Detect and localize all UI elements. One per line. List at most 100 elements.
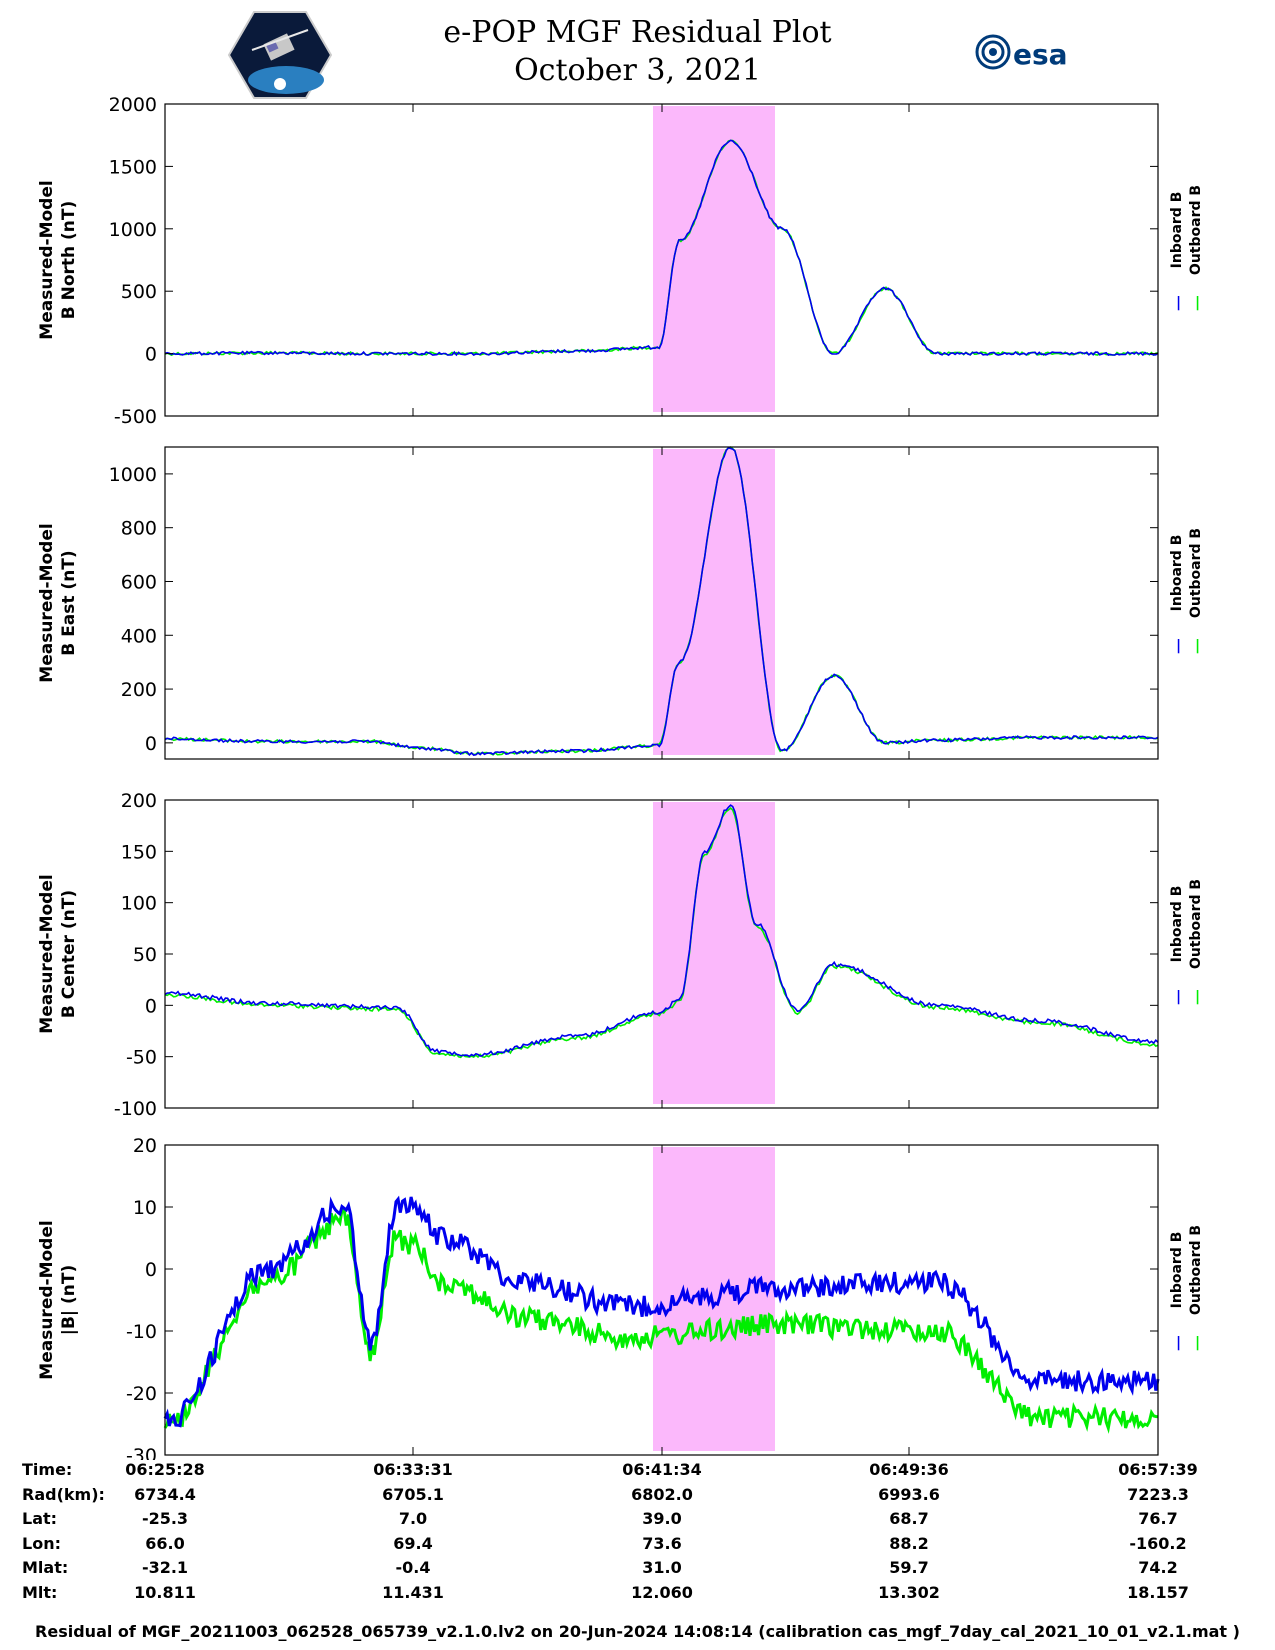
y-tick-label: 100 <box>121 893 157 915</box>
cassiope-mission-logo <box>228 11 332 99</box>
row-value: 06:33:31 <box>373 1460 453 1479</box>
y-axis-label-line1: Measured-Model <box>37 874 57 1033</box>
row-value: -160.2 <box>1129 1533 1187 1553</box>
legend-inboard-swatch: | <box>1176 989 1181 1005</box>
row-value: 7.0 <box>398 1509 428 1528</box>
y-axis-label-line1: Measured-Model <box>37 180 57 339</box>
y-tick-label: 1000 <box>109 464 157 486</box>
row-value: 88.2 <box>889 1533 929 1553</box>
row-value: 6802.0 <box>631 1484 693 1504</box>
y-tick-label: 1000 <box>109 219 157 241</box>
y-axis-label: Measured-Model B East (nT) <box>37 523 79 682</box>
table-row: Lat: -25.3 7.0 39.0 68.7 76.7 <box>0 1509 1275 1533</box>
row-value: 76.7 <box>1138 1509 1178 1528</box>
y-axis-label-line1: Measured-Model <box>37 523 57 682</box>
row-value: 74.2 <box>1138 1558 1178 1577</box>
legend-outboard-label: Outboard B <box>1188 528 1204 618</box>
row-value: 69.4 <box>393 1533 433 1553</box>
y-tick-label: 10 <box>133 1197 157 1219</box>
row-label: Rad(km): <box>22 1484 105 1504</box>
y-tick-label: 500 <box>121 281 157 303</box>
y-axis-label-line1: Measured-Model <box>37 1220 57 1379</box>
title-line-1: e-POP MGF Residual Plot <box>443 15 832 50</box>
row-value: 06:49:36 <box>869 1460 949 1479</box>
panel-2: 0 200 400 600 800 1000 Measured-Model B East (n… <box>37 446 1204 760</box>
row-value: 6993.6 <box>878 1484 940 1504</box>
row-value: 68.7 <box>889 1509 929 1528</box>
row-value: 31.0 <box>642 1558 682 1577</box>
esa-logo: esa <box>975 34 1068 71</box>
y-tick-label: 0 <box>145 733 157 755</box>
legend-inboard-label: Inboard B <box>1169 192 1185 269</box>
y-axis-label: Measured-Model B North (nT) <box>37 180 79 339</box>
legend-inboard-swatch: | <box>1176 638 1181 654</box>
chart-title: e-POP MGF Residual Plot October 3, 2021 <box>0 14 1275 90</box>
y-tick-label: 150 <box>121 841 157 863</box>
y-tick-label: 20 <box>133 1135 157 1157</box>
shaded-interval <box>653 802 775 1104</box>
row-value: -25.3 <box>141 1509 189 1528</box>
y-tick-label: -10 <box>126 1321 157 1343</box>
row-label: Time: <box>22 1460 73 1479</box>
y-axis-label-line2: B North (nT) <box>59 201 79 320</box>
row-value: 6734.4 <box>134 1484 196 1504</box>
legend-labels: Inboard B Outboard B <box>1169 528 1204 618</box>
row-value: -0.4 <box>395 1558 431 1577</box>
y-tick-label: 800 <box>121 518 157 540</box>
legend-inboard-label: Inboard B <box>1169 886 1185 963</box>
title-line-2: October 3, 2021 <box>514 53 761 88</box>
legend-outboard-swatch: | <box>1195 295 1200 311</box>
row-value: 06:57:39 <box>1118 1460 1198 1479</box>
panel-4: -30 -20 -10 0 10 20 Measured-Model |B| (nT) Inbo… <box>37 1135 1204 1460</box>
legend-labels: Inboard B Outboard B <box>1169 185 1204 275</box>
esa-logo-text: esa <box>1013 38 1068 71</box>
y-axis-label-line2: B Center (nT) <box>59 890 79 1018</box>
row-label: Mlt: <box>22 1582 58 1602</box>
y-tick-label: 1500 <box>109 156 157 178</box>
row-value: 73.6 <box>642 1533 682 1553</box>
row-value: 59.7 <box>889 1558 929 1577</box>
y-tick-label: 0 <box>145 1259 157 1281</box>
table-row: Time: 06:25:28 06:33:31 06:41:34 06:49:36 06:… <box>0 1460 1275 1484</box>
y-tick-label: -20 <box>126 1383 157 1405</box>
series-inboard-line <box>164 446 1159 757</box>
row-value: 12.060 <box>631 1582 693 1602</box>
panel-1: -500 0 500 1000 1500 2000 Measured-Model B Nort… <box>37 94 1204 428</box>
legend-labels: Inboard B Outboard B <box>1169 1225 1204 1315</box>
legend-outboard-label: Outboard B <box>1188 879 1204 969</box>
y-tick-label: 600 <box>121 571 157 593</box>
row-value: 06:41:34 <box>622 1460 702 1479</box>
row-value: 7223.3 <box>1127 1484 1189 1504</box>
y-tick-label: 0 <box>145 344 157 366</box>
row-value: 11.431 <box>382 1582 444 1602</box>
legend-outboard-swatch: | <box>1195 638 1200 654</box>
y-tick-label: 0 <box>145 995 157 1017</box>
y-tick-label: 2000 <box>109 94 157 116</box>
y-tick-label: -50 <box>126 1047 157 1069</box>
y-tick-label: -500 <box>114 406 157 428</box>
legend-outboard-label: Outboard B <box>1188 185 1204 275</box>
y-tick-label: 50 <box>133 944 157 966</box>
table-row: Rad(km): 6734.4 6705.1 6802.0 6993.6 7223.3 <box>0 1485 1275 1509</box>
legend-outboard-swatch: | <box>1195 1335 1200 1351</box>
table-row: Mlat: -32.1 -0.4 31.0 59.7 74.2 <box>0 1558 1275 1582</box>
row-value: 18.157 <box>1127 1582 1189 1602</box>
y-axis-label: Measured-Model |B| (nT) <box>37 1220 79 1379</box>
row-value: 10.811 <box>134 1582 196 1602</box>
legend-outboard-swatch: | <box>1195 989 1200 1005</box>
legend-outboard-label: Outboard B <box>1188 1225 1204 1315</box>
legend-inboard-swatch: | <box>1176 295 1181 311</box>
panel-3: -100 -50 0 50 100 150 200 Measured-Model B Cente… <box>37 790 1204 1120</box>
legend-inboard-label: Inboard B <box>1169 1232 1185 1309</box>
y-tick-label: 200 <box>121 679 157 701</box>
series-inboard-line <box>164 804 1159 1058</box>
y-tick-label: 200 <box>121 790 157 812</box>
y-axis-label-line2: B East (nT) <box>59 550 79 655</box>
row-value: 6705.1 <box>382 1484 444 1504</box>
row-label: Lon: <box>22 1533 61 1553</box>
table-row: Lon: 66.0 69.4 73.6 88.2 -160.2 <box>0 1534 1275 1558</box>
y-axis-label-line2: |B| (nT) <box>59 1265 79 1336</box>
row-label: Lat: <box>22 1509 58 1528</box>
row-value: -32.1 <box>141 1558 189 1577</box>
